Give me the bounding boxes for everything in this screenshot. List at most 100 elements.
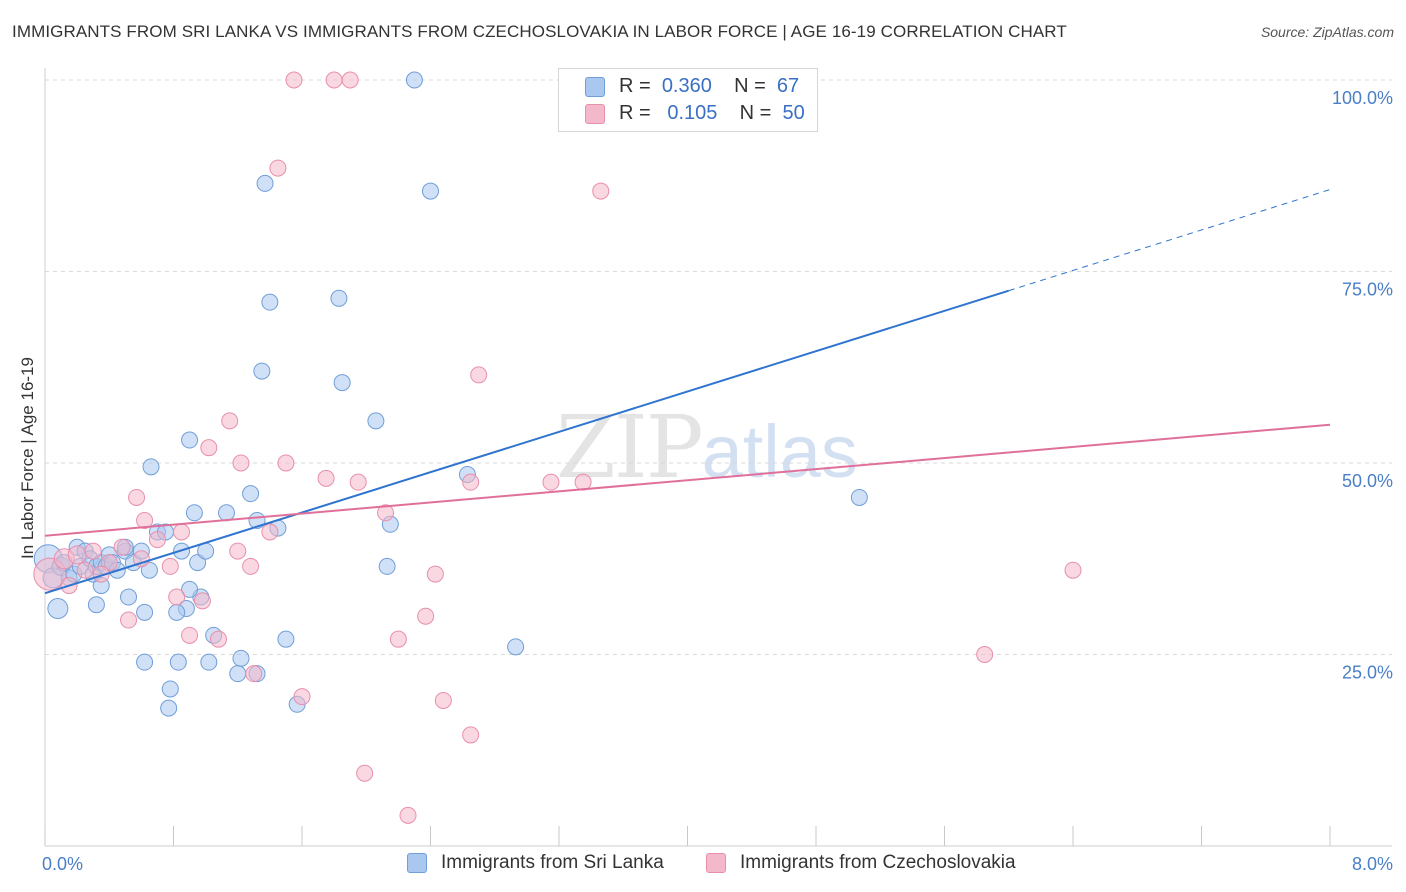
- sri-lanka-point: [136, 653, 154, 671]
- czechoslovakia-point: [317, 469, 335, 487]
- sri-lanka-point: [422, 182, 439, 200]
- czechoslovakia-point: [341, 71, 359, 89]
- sri-lanka-point: [189, 554, 207, 572]
- x-tick-label-max: 8.0%: [1352, 854, 1393, 874]
- czechoslovakia-point: [76, 561, 94, 579]
- y-tick-label-25: 25.0%: [1342, 663, 1393, 683]
- sri-lanka-point: [256, 174, 274, 192]
- sri-lanka-point: [168, 603, 186, 621]
- y-tick-label-75: 75.0%: [1342, 280, 1393, 300]
- czechoslovakia-point: [209, 630, 227, 648]
- czechoslovakia-point: [136, 511, 154, 529]
- sri-lanka-point: [200, 653, 218, 671]
- czechoslovakia-point: [168, 588, 186, 606]
- czechoslovakia-point: [120, 611, 138, 629]
- sri-lanka-point: [120, 588, 138, 606]
- czechoslovakia-point: [325, 71, 343, 89]
- sri-lanka-trend-extension: [1008, 189, 1331, 292]
- n-value: 67: [776, 75, 800, 97]
- czechoslovakia-point: [128, 488, 146, 506]
- sri-lanka-point: [160, 699, 178, 717]
- sri-lanka-point: [142, 458, 160, 476]
- r-label: R =: [619, 102, 651, 124]
- czechoslovakia-point: [462, 473, 480, 491]
- legend-stats-czechoslovakia: R = 0.105 N = 50: [619, 102, 805, 125]
- r-value: 0.360: [661, 75, 712, 97]
- y-axis-title: In Labor Force | Age 16-19: [18, 357, 37, 559]
- sri-lanka-point: [405, 71, 423, 89]
- watermark-atlas: atlas: [701, 410, 858, 493]
- czechoslovakia-point: [232, 454, 250, 472]
- legend-stats-sri-lanka: R = 0.360 N = 67: [619, 75, 799, 98]
- correlation-legend: R = 0.360 N = 67 R = 0.105 N = 50: [558, 68, 818, 132]
- sri-lanka-point: [850, 488, 868, 506]
- czechoslovakia-point: [349, 473, 367, 491]
- sri-lanka-point: [181, 431, 199, 449]
- czechoslovakia-point: [161, 557, 179, 575]
- czechoslovakia-point: [221, 412, 239, 430]
- czechoslovakia-point: [200, 439, 218, 457]
- czechoslovakia-point: [285, 71, 303, 89]
- czechoslovakia-point: [229, 542, 247, 560]
- sri-lanka-point: [261, 293, 279, 311]
- sri-lanka-point: [169, 653, 187, 671]
- czechoslovakia-point: [193, 592, 211, 610]
- sri-lanka-point: [367, 412, 385, 430]
- czechoslovakia-point: [100, 554, 118, 572]
- sri-lanka-point: [161, 680, 179, 698]
- czechoslovakia-legend-label: Immigrants from Czechoslovakia: [740, 852, 1016, 873]
- sri-lanka-point: [507, 638, 525, 656]
- czechoslovakia-point: [417, 607, 435, 625]
- sri-lanka-point: [330, 289, 348, 307]
- sri-lanka-point: [232, 649, 250, 667]
- czechoslovakia-trend-line: [44, 423, 1331, 537]
- n-value: 50: [782, 102, 805, 124]
- axis-labels: 25.0% 50.0% 75.0% 100.0% 0.0% 8.0% In Labor Fo…: [18, 88, 1393, 874]
- czechoslovakia-point: [1064, 561, 1082, 579]
- czechoslovakia-point: [426, 565, 444, 583]
- n-label: N =: [734, 75, 766, 97]
- czechoslovakia-point: [542, 473, 560, 491]
- sri-lanka-point: [277, 630, 295, 648]
- sri-lanka-point: [185, 504, 203, 522]
- sri-lanka-swatch: [585, 77, 605, 97]
- n-label: N =: [739, 102, 772, 124]
- czechoslovakia-point: [462, 726, 480, 744]
- y-tick-label-50: 50.0%: [1342, 471, 1393, 491]
- sri-lanka-point: [378, 557, 396, 575]
- sri-lanka-point: [87, 596, 105, 614]
- axes: [44, 68, 1392, 847]
- trend-lines: [44, 189, 1331, 595]
- czechoslovakia-point: [245, 665, 263, 683]
- source-label: Source: ZipAtlas.com: [1260, 24, 1394, 40]
- czechoslovakia-point: [148, 531, 166, 549]
- czechoslovakia-point: [67, 545, 87, 565]
- czechoslovakia-point: [470, 366, 488, 384]
- sri-lanka-point: [333, 374, 351, 392]
- sri-lanka-legend-label: Immigrants from Sri Lanka: [441, 852, 664, 873]
- czechoslovakia-point: [173, 523, 191, 541]
- chart-title: IMMIGRANTS FROM SRI LANKA VS IMMIGRANTS …: [12, 22, 1067, 41]
- czechoslovakia-point: [113, 538, 131, 556]
- x-tick-label-min: 0.0%: [42, 854, 83, 874]
- czechoslovakia-point: [356, 764, 374, 782]
- czechoslovakia-point: [434, 691, 452, 709]
- sri-lanka-point: [253, 362, 271, 380]
- data-points: [33, 71, 1082, 824]
- czechoslovakia-point: [592, 182, 610, 200]
- r-label: R =: [619, 75, 651, 97]
- czechoslovakia-point: [377, 504, 395, 522]
- sri-lanka-point: [136, 603, 154, 621]
- r-value: 0.105: [667, 102, 718, 124]
- czechoslovakia-point: [242, 557, 260, 575]
- czechoslovakia-point: [269, 159, 287, 177]
- czechoslovakia-point: [261, 523, 279, 541]
- czechoslovakia-point: [976, 646, 994, 663]
- sri-lanka-point: [242, 485, 260, 503]
- sri-lanka-point: [181, 580, 199, 598]
- sri-lanka-trend-line: [44, 289, 1010, 595]
- sri-lanka-point: [218, 504, 236, 522]
- czechoslovakia-point: [181, 626, 199, 644]
- sri-lanka-point: [229, 665, 247, 683]
